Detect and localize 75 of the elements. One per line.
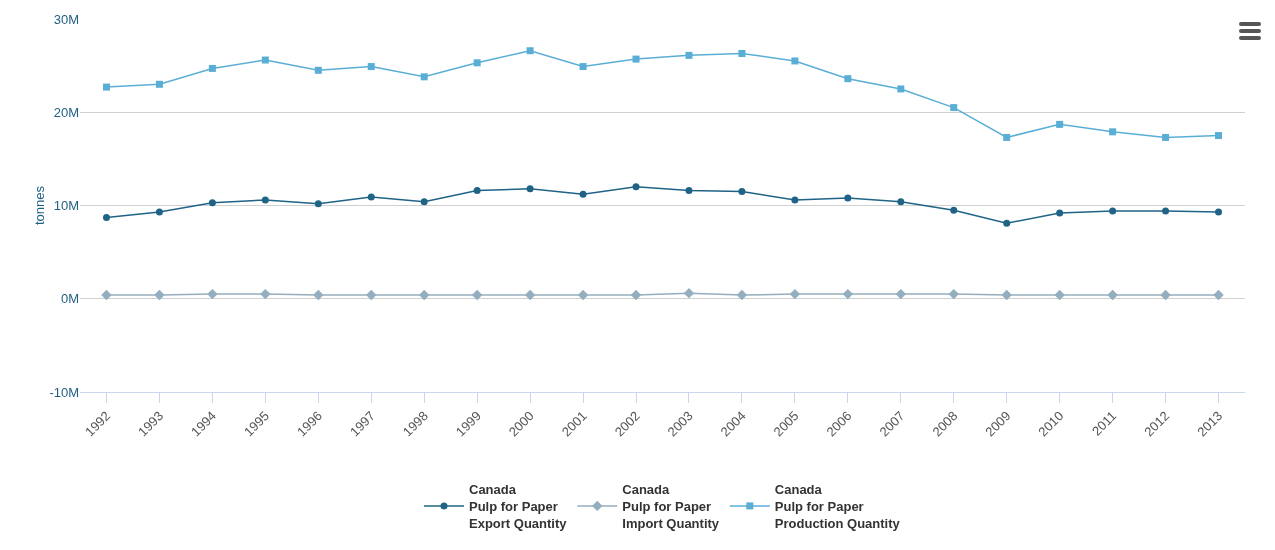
point bbox=[1213, 289, 1224, 301]
point bbox=[1003, 219, 1011, 227]
point bbox=[844, 194, 852, 202]
point bbox=[155, 208, 163, 216]
point bbox=[419, 289, 430, 301]
point bbox=[366, 289, 377, 301]
point bbox=[261, 56, 269, 64]
legend-label: Canada Pulp for Paper Export Quantity bbox=[469, 482, 568, 531]
point bbox=[524, 289, 536, 301]
y-tick-label: 10M bbox=[53, 198, 79, 214]
point bbox=[842, 288, 854, 300]
point bbox=[632, 183, 640, 191]
point bbox=[579, 63, 587, 71]
y-tick-label: -10M bbox=[49, 384, 79, 400]
point bbox=[1001, 289, 1012, 301]
point bbox=[1003, 133, 1011, 141]
point bbox=[950, 104, 958, 112]
point bbox=[579, 190, 587, 198]
point bbox=[897, 85, 905, 93]
y-tick-label: 0M bbox=[60, 291, 79, 307]
point bbox=[526, 47, 534, 55]
point bbox=[207, 288, 218, 300]
point bbox=[1215, 208, 1223, 216]
y-tick-label: 20M bbox=[53, 104, 79, 120]
point bbox=[948, 288, 959, 300]
point bbox=[736, 289, 748, 301]
point bbox=[1162, 207, 1170, 215]
point bbox=[1109, 207, 1117, 215]
point bbox=[313, 289, 324, 301]
point bbox=[260, 288, 271, 300]
point bbox=[473, 187, 481, 195]
point bbox=[895, 288, 906, 300]
point bbox=[683, 287, 695, 299]
point bbox=[420, 73, 428, 81]
legend-label: Canada Pulp for Paper Import Quantity bbox=[622, 482, 720, 531]
point bbox=[897, 198, 905, 206]
point bbox=[685, 51, 693, 59]
point bbox=[789, 288, 801, 300]
point bbox=[738, 50, 746, 57]
point bbox=[526, 185, 534, 193]
y-axis-title: tonnes bbox=[32, 185, 47, 226]
point bbox=[844, 75, 852, 83]
point bbox=[314, 66, 322, 74]
point bbox=[1160, 289, 1171, 301]
point bbox=[102, 214, 110, 222]
point bbox=[950, 206, 958, 214]
point bbox=[685, 187, 693, 195]
point bbox=[102, 83, 110, 91]
point bbox=[154, 289, 165, 301]
point bbox=[208, 199, 216, 207]
point bbox=[314, 200, 322, 208]
point bbox=[208, 64, 216, 72]
point bbox=[471, 289, 483, 301]
point bbox=[632, 55, 640, 63]
point bbox=[791, 196, 799, 204]
point bbox=[1107, 289, 1118, 301]
point bbox=[155, 80, 163, 88]
point bbox=[1054, 289, 1065, 301]
point bbox=[1109, 128, 1117, 136]
point bbox=[791, 57, 799, 65]
point bbox=[367, 63, 375, 71]
point bbox=[577, 289, 589, 301]
point bbox=[473, 59, 481, 67]
point bbox=[420, 198, 428, 206]
point bbox=[1056, 209, 1064, 217]
legend-label: Canada Pulp for Paper Production Quantity bbox=[774, 482, 901, 531]
point bbox=[738, 188, 746, 196]
point bbox=[261, 196, 269, 204]
point bbox=[101, 289, 112, 301]
point bbox=[1056, 120, 1064, 128]
point bbox=[1162, 133, 1170, 141]
point bbox=[367, 193, 375, 201]
point bbox=[630, 289, 642, 301]
point bbox=[1215, 132, 1223, 140]
y-tick-label: 30M bbox=[53, 11, 79, 27]
